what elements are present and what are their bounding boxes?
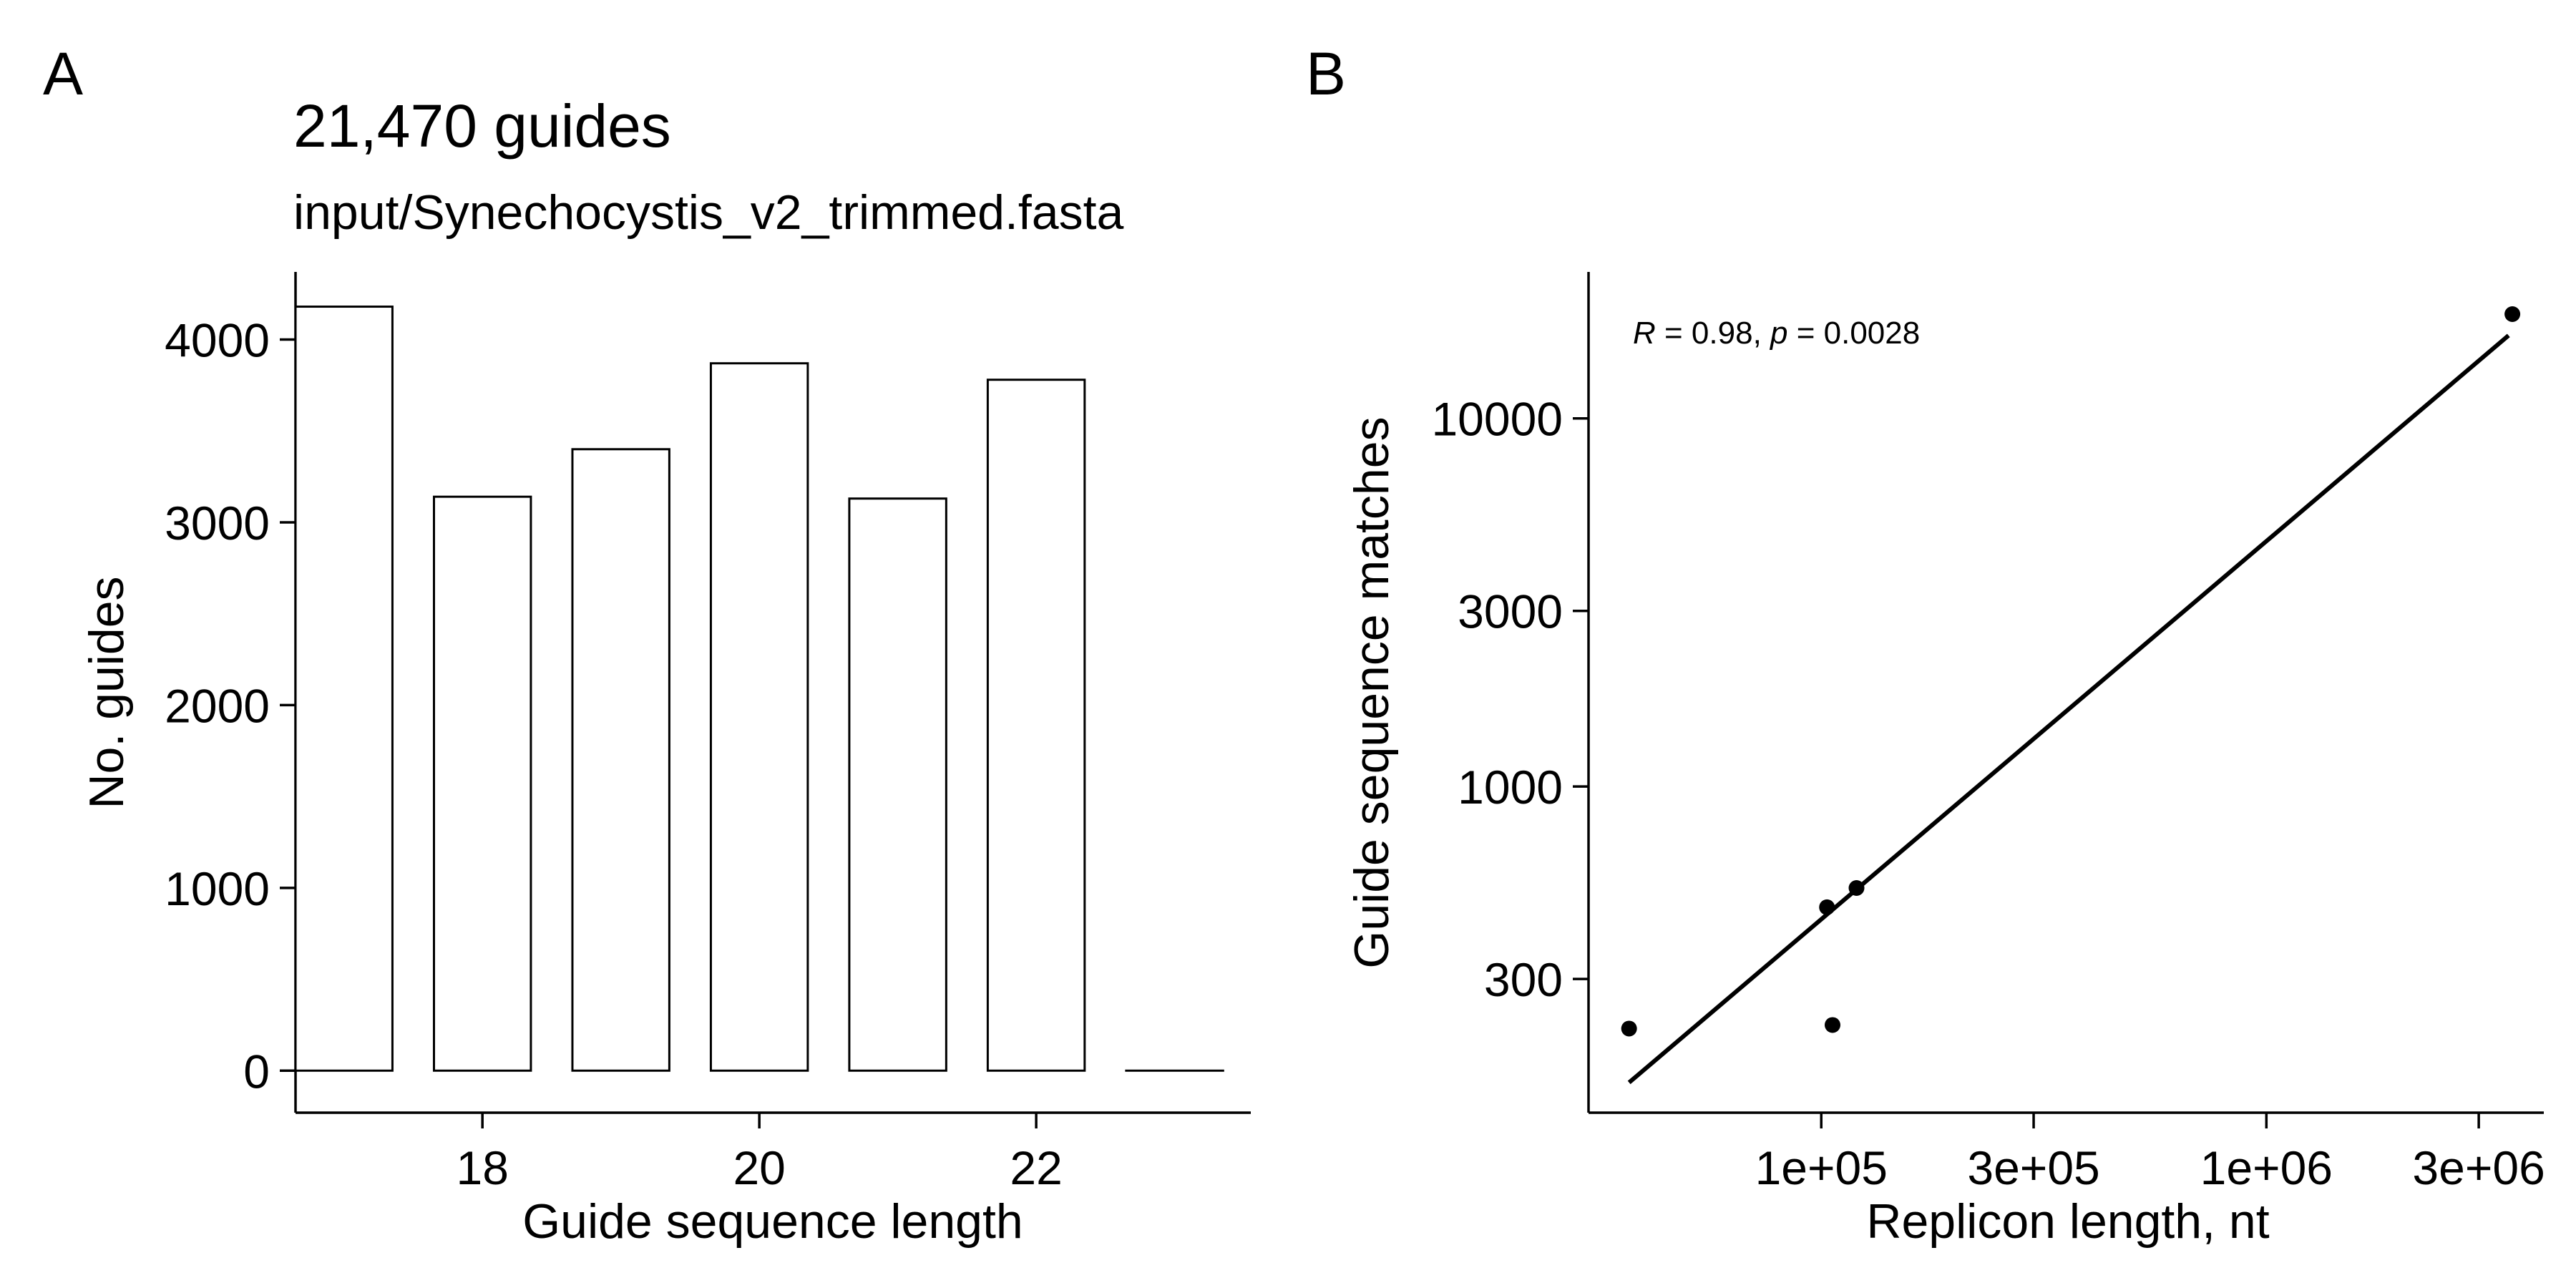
panel-b-label: B [1306,40,1346,107]
y-tick-label: 2000 [165,679,270,732]
panel-a-y-axis-title: No. guides [79,576,134,809]
stat-r-value: = 0.98, [1656,316,1770,351]
scatter-point [1819,899,1835,915]
regression-line [1627,333,2510,1085]
panel-b-x-axis-title: Replicon length, nt [1866,1194,2269,1249]
panel-a-title: 21,470 guides [293,92,671,160]
panel-a-subtitle: input/Synechocystis_v2_trimmed.fasta [293,185,1123,240]
panel-a-plot: 0 1000 2000 3000 4000 18 20 22 [165,306,1224,1194]
y-tick-label: 10000 [1431,393,1563,446]
panel-a-label: A [43,40,83,107]
y-tick-label: 3000 [165,497,270,550]
scatter-point [2504,306,2521,322]
scatter-point [1824,1017,1840,1033]
panel-b-plot: 300 1000 3000 10000 1e+05 3e+05 1e+06 3e+06 [1431,306,2545,1194]
stat-r-symbol: R [1633,316,1656,351]
x-tick-label: 20 [733,1141,785,1194]
y-tick-label: 1000 [1458,761,1563,814]
panel-b-y-axis-title: Guide sequence matches [1345,416,1399,968]
y-tick-label: 1000 [165,862,270,915]
x-tick-label: 18 [456,1141,508,1194]
y-tick-label: 4000 [165,314,270,367]
panel-b-stat-annotation: R = 0.98, p = 0.0028 [1633,316,1920,351]
x-tick-label: 22 [1010,1141,1062,1194]
y-tick-label: 3000 [1458,585,1563,638]
x-tick-label: 1e+06 [2200,1141,2333,1194]
x-tick-label: 1e+05 [1755,1141,1888,1194]
stat-p-value: = 0.0028 [1788,316,1921,351]
scatter-point [1848,880,1865,897]
bar [848,497,947,1072]
bar [432,495,532,1072]
x-tick-label: 3e+05 [1967,1141,2099,1194]
bar [709,362,809,1072]
bar [294,306,394,1072]
stat-p-symbol: p [1769,316,1787,351]
bar [986,379,1086,1072]
x-tick-label: 3e+06 [2412,1141,2545,1194]
y-tick-label: 300 [1484,953,1563,1006]
panel-a-x-axis-title: Guide sequence length [522,1194,1023,1249]
bar [571,448,670,1072]
y-tick-label: 0 [243,1045,270,1098]
scatter-point [1621,1020,1637,1037]
